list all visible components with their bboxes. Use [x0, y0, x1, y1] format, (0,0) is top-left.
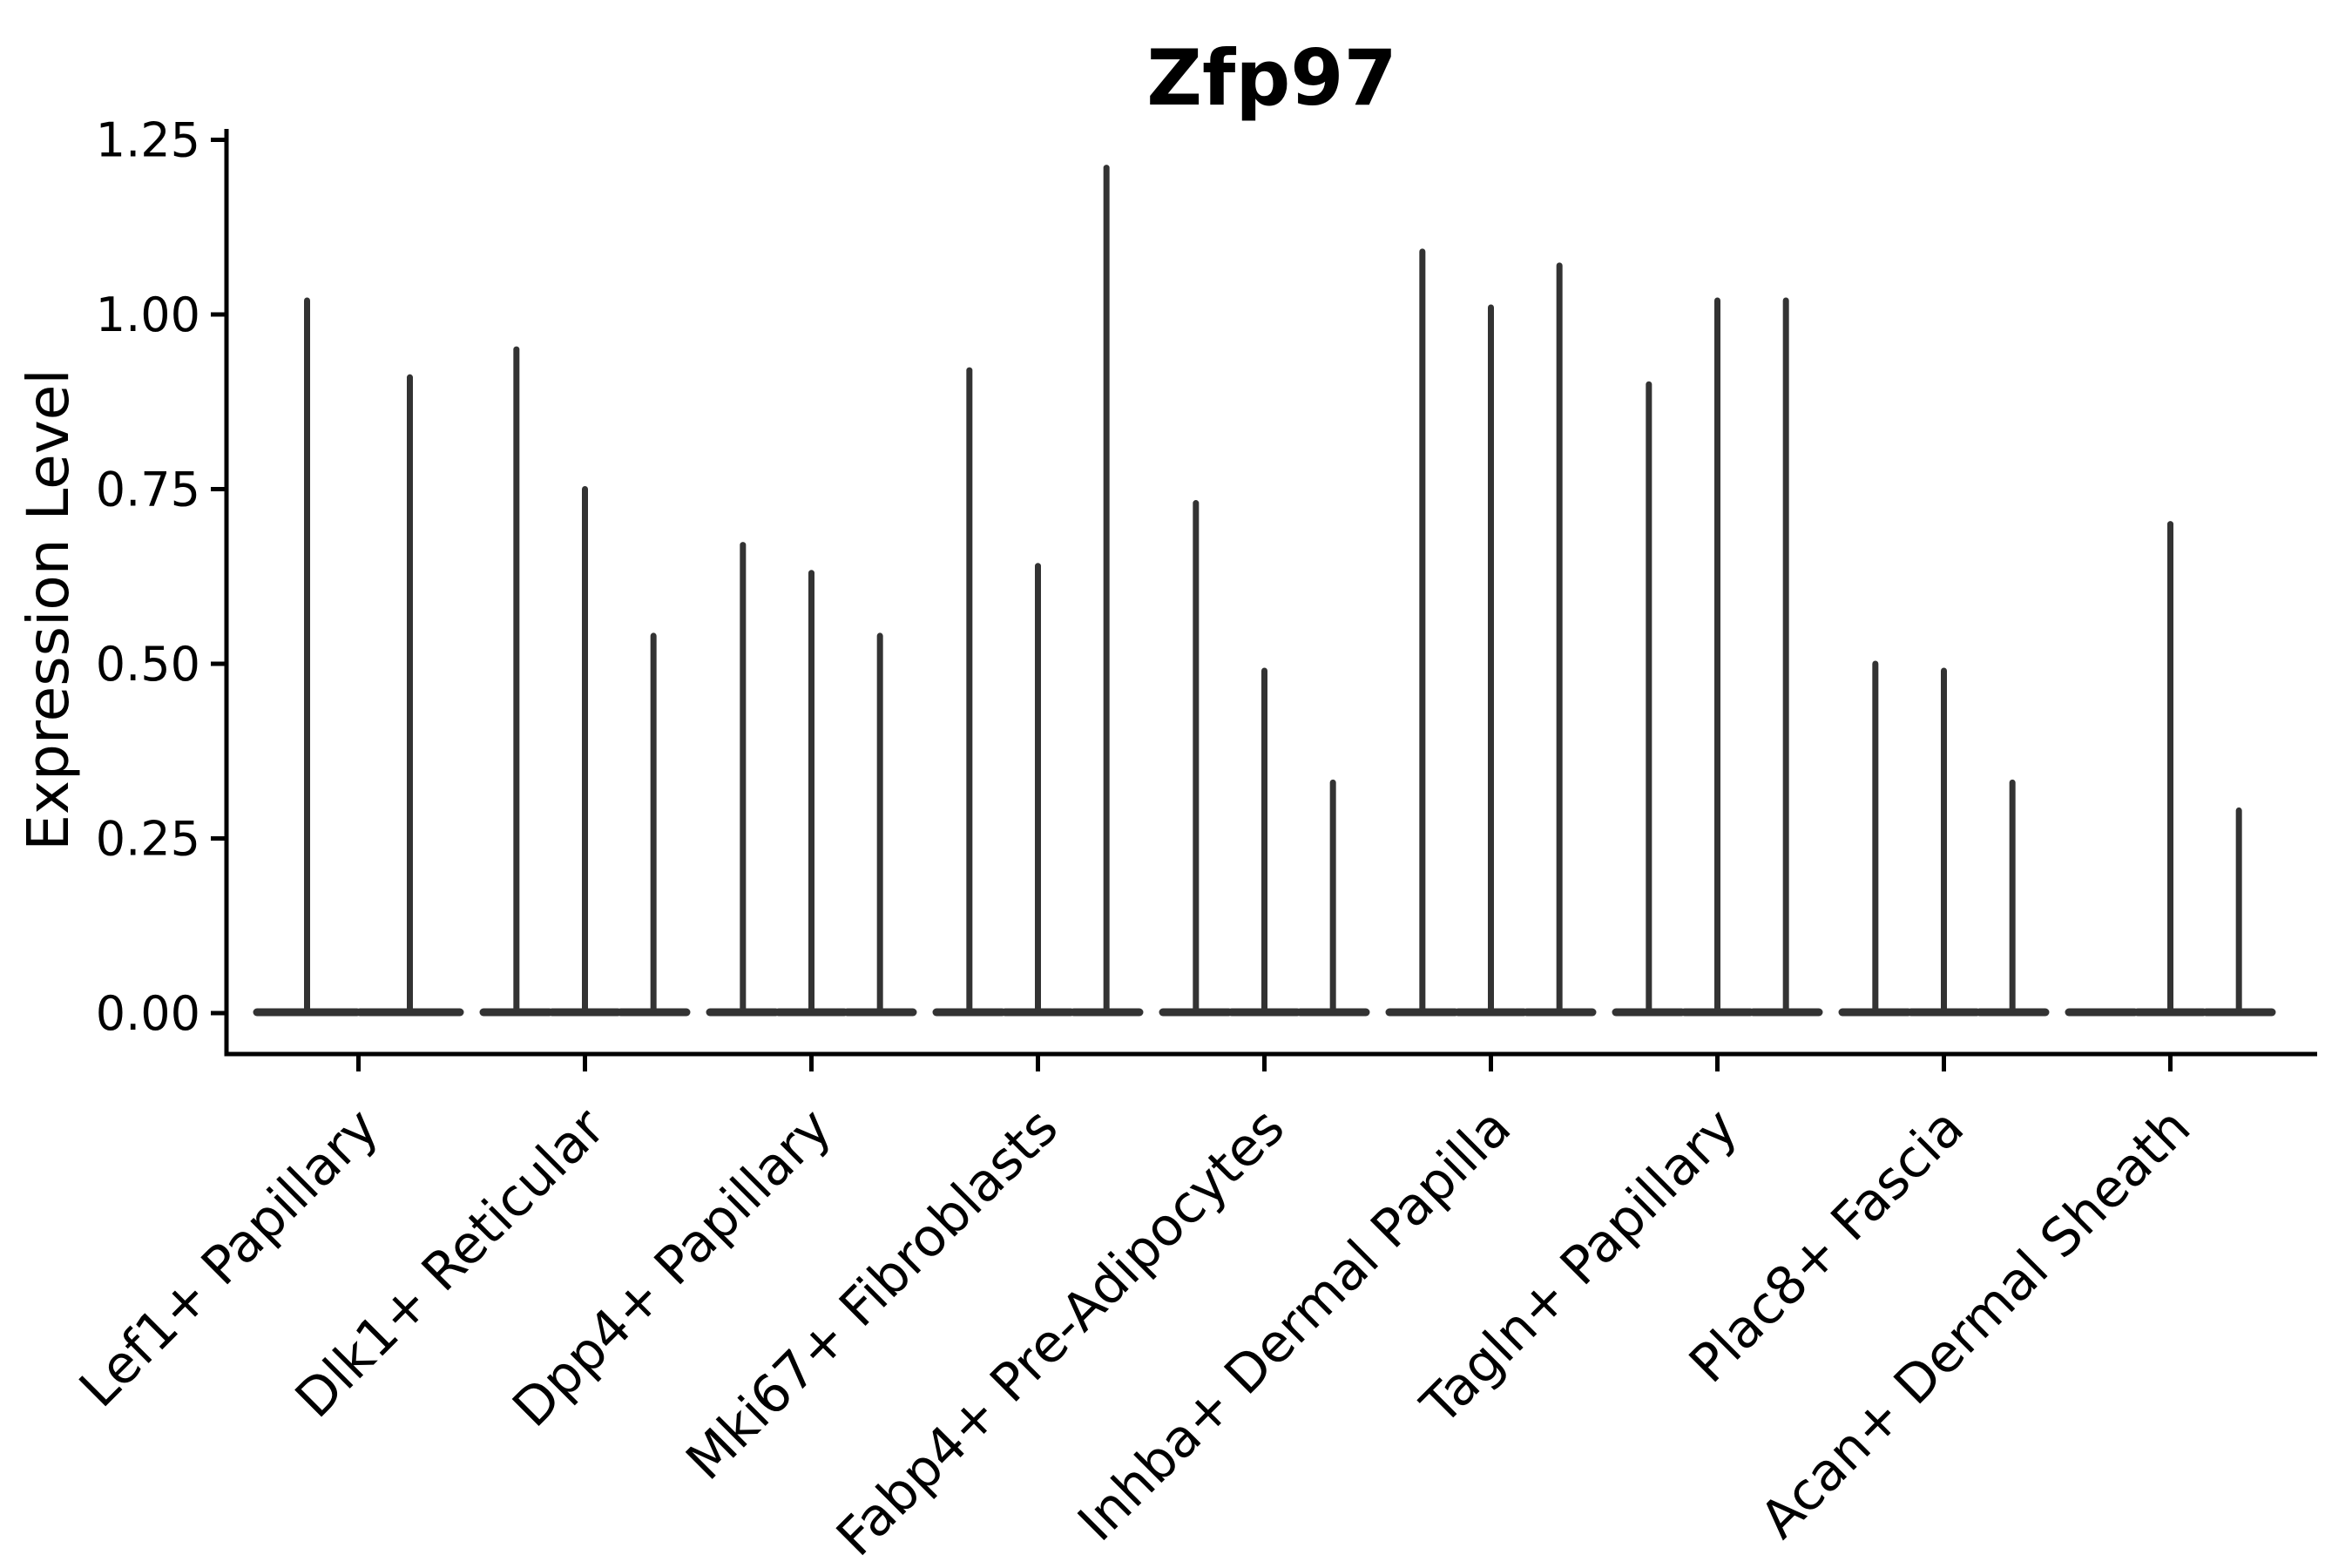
violin-base	[1295, 1008, 1370, 1017]
x-tick-label: Fabp4+ Pre-Adipocytes	[825, 1097, 1296, 1568]
chart-title: Zfp97	[1146, 33, 1397, 123]
y-tick-label: 0.25	[96, 812, 200, 867]
violin-base	[616, 1008, 691, 1017]
violin-base	[1748, 1008, 1823, 1017]
violin-base	[1522, 1008, 1597, 1017]
violin-base	[355, 1008, 464, 1017]
y-tick-label: 0.50	[96, 637, 200, 692]
violin-base	[1159, 1008, 1233, 1017]
violin-base	[1907, 1008, 1981, 1017]
y-tick-label: 1.25	[96, 113, 200, 168]
y-axis-label: Expression Level	[15, 368, 82, 850]
violin-base	[1975, 1008, 2050, 1017]
violin-base	[1227, 1008, 1301, 1017]
violin-base	[479, 1008, 554, 1017]
violin-base	[1454, 1008, 1528, 1017]
violin-base	[2201, 1008, 2276, 1017]
violin-base	[253, 1008, 362, 1017]
x-tick-label: Acan+ Dermal Sheath	[1749, 1097, 2203, 1551]
y-tick-label: 0.75	[96, 463, 200, 517]
violin-base	[1069, 1008, 1144, 1017]
x-tick-label: Mki67+ Fibroblasts	[675, 1097, 1071, 1492]
y-tick-label: 0.00	[96, 986, 200, 1041]
violin-base	[1385, 1008, 1460, 1017]
violin-base	[1612, 1008, 1686, 1017]
violin-base	[1680, 1008, 1754, 1017]
x-tick-label: Inhba+ Dermal Papilla	[1066, 1097, 1523, 1553]
violin-base	[932, 1008, 1007, 1017]
violin-base	[548, 1008, 622, 1017]
violin-base	[2133, 1008, 2207, 1017]
violin-base	[1001, 1008, 1075, 1017]
violin-base	[1838, 1008, 1913, 1017]
violin-base	[706, 1008, 781, 1017]
violin-base	[774, 1008, 848, 1017]
y-tick-label: 1.00	[96, 287, 200, 342]
violin-base	[842, 1008, 917, 1017]
violin-base	[2065, 1008, 2139, 1017]
